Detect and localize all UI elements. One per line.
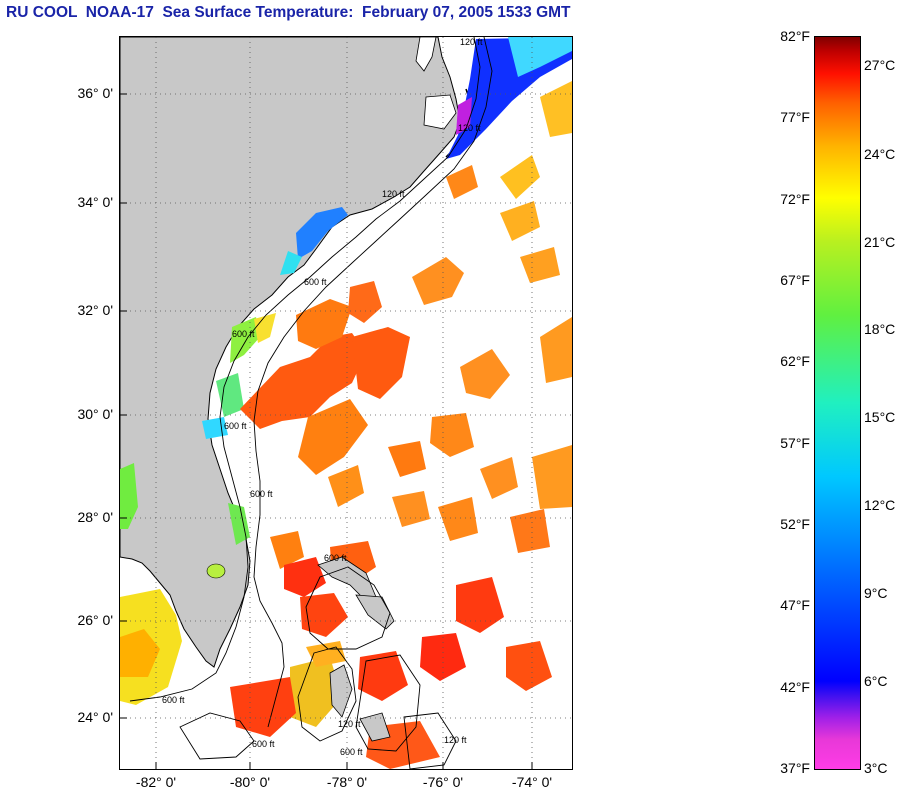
colorbar-c-label: 3°C bbox=[864, 760, 888, 776]
colorbar-f-label: 57°F bbox=[780, 435, 810, 451]
contour-label: 600 ft bbox=[252, 739, 275, 749]
sst-cold-nc bbox=[446, 37, 572, 159]
colorbar-c-label: 18°C bbox=[864, 321, 896, 337]
sst-cyan-sc bbox=[280, 251, 302, 275]
longitude-label-74: -74° 0' bbox=[511, 774, 553, 790]
contour-label: 120 ft bbox=[460, 37, 483, 47]
graticule bbox=[120, 37, 572, 769]
contour-label: 120 ft bbox=[382, 189, 405, 199]
colorbar-c-label: 12°C bbox=[864, 497, 896, 513]
latitude-label-34: 34° 0' bbox=[77, 194, 113, 210]
pamlico-sound bbox=[423, 94, 457, 130]
sst-orange-gulf bbox=[120, 629, 160, 677]
sst-magenta-nc bbox=[456, 97, 472, 135]
longitude-label-82: -82° 0' bbox=[135, 774, 177, 790]
colorbar-f-label: 47°F bbox=[780, 597, 810, 613]
latitude-label-36: 36° 0' bbox=[77, 85, 113, 101]
contour-label: 600 ft bbox=[304, 277, 327, 287]
contour-label: 600 ft bbox=[340, 747, 363, 757]
longitude-label-80: -80° 0' bbox=[229, 774, 271, 790]
sst-cyan-fl bbox=[202, 417, 228, 439]
lake-okeechobee bbox=[206, 563, 226, 579]
contour-label: 600 ft bbox=[232, 329, 255, 339]
depth-contours bbox=[129, 37, 493, 769]
chesapeake-bay bbox=[415, 37, 437, 72]
contour-label: 600 ft bbox=[250, 489, 273, 499]
sst-green-fl-east bbox=[228, 503, 250, 545]
colorbar-f-label: 77°F bbox=[780, 109, 810, 125]
latitude-label-24: 24° 0' bbox=[77, 709, 113, 725]
bahamas-islands bbox=[317, 556, 395, 742]
sst-yellow-ga bbox=[254, 313, 276, 343]
latitude-label-28: 28° 0' bbox=[77, 509, 113, 525]
map-title: RU COOL NOAA-17 Sea Surface Temperature:… bbox=[6, 4, 571, 21]
contour-label: 600 ft bbox=[224, 421, 247, 431]
colorbar-f-label: 67°F bbox=[780, 272, 810, 288]
sst-map-canvas: 120 ft 120 ft 120 ft 600 ft 600 ft 600 f… bbox=[120, 37, 572, 769]
colorbar-f-label: 52°F bbox=[780, 516, 810, 532]
contour-label: 600 ft bbox=[324, 553, 347, 563]
latitude-label-32: 32° 0' bbox=[77, 302, 113, 318]
contour-label: 120 ft bbox=[458, 123, 481, 133]
colorbar-c-label: 6°C bbox=[864, 673, 888, 689]
colorbar-c-label: 21°C bbox=[864, 234, 896, 250]
sst-green-gulf bbox=[120, 463, 138, 529]
land-mainland bbox=[120, 37, 461, 668]
colorbar-c-label: 9°C bbox=[864, 585, 888, 601]
sst-green-fl bbox=[216, 373, 244, 417]
axis-ticks bbox=[120, 93, 533, 769]
longitude-label-78: -78° 0' bbox=[326, 774, 368, 790]
colorbar-f-label: 72°F bbox=[780, 191, 810, 207]
latitude-label-30: 30° 0' bbox=[77, 406, 113, 422]
sst-warm-offshore bbox=[230, 81, 572, 769]
contour-label: 120 ft bbox=[444, 735, 467, 745]
sst-cold-sc bbox=[296, 207, 348, 259]
sst-green-ga bbox=[230, 317, 260, 363]
longitude-label-76: -76° 0' bbox=[422, 774, 464, 790]
contour-label: 120 ft bbox=[338, 719, 361, 729]
colorbar-f-label: 82°F bbox=[780, 28, 810, 44]
colorbar-f-label: 42°F bbox=[780, 679, 810, 695]
sst-map: 120 ft 120 ft 120 ft 600 ft 600 ft 600 f… bbox=[119, 36, 573, 770]
colorbar-c-label: 27°C bbox=[864, 57, 896, 73]
sst-cyan-nc bbox=[508, 37, 572, 77]
contour-label: 600 ft bbox=[162, 695, 185, 705]
latitude-label-26: 26° 0' bbox=[77, 612, 113, 628]
colorbar-c-label: 15°C bbox=[864, 409, 896, 425]
colorbar-f-label: 37°F bbox=[780, 760, 810, 776]
temperature-colorbar bbox=[814, 36, 861, 770]
colorbar-f-label: 62°F bbox=[780, 353, 810, 369]
colorbar-c-label: 24°C bbox=[864, 146, 896, 162]
